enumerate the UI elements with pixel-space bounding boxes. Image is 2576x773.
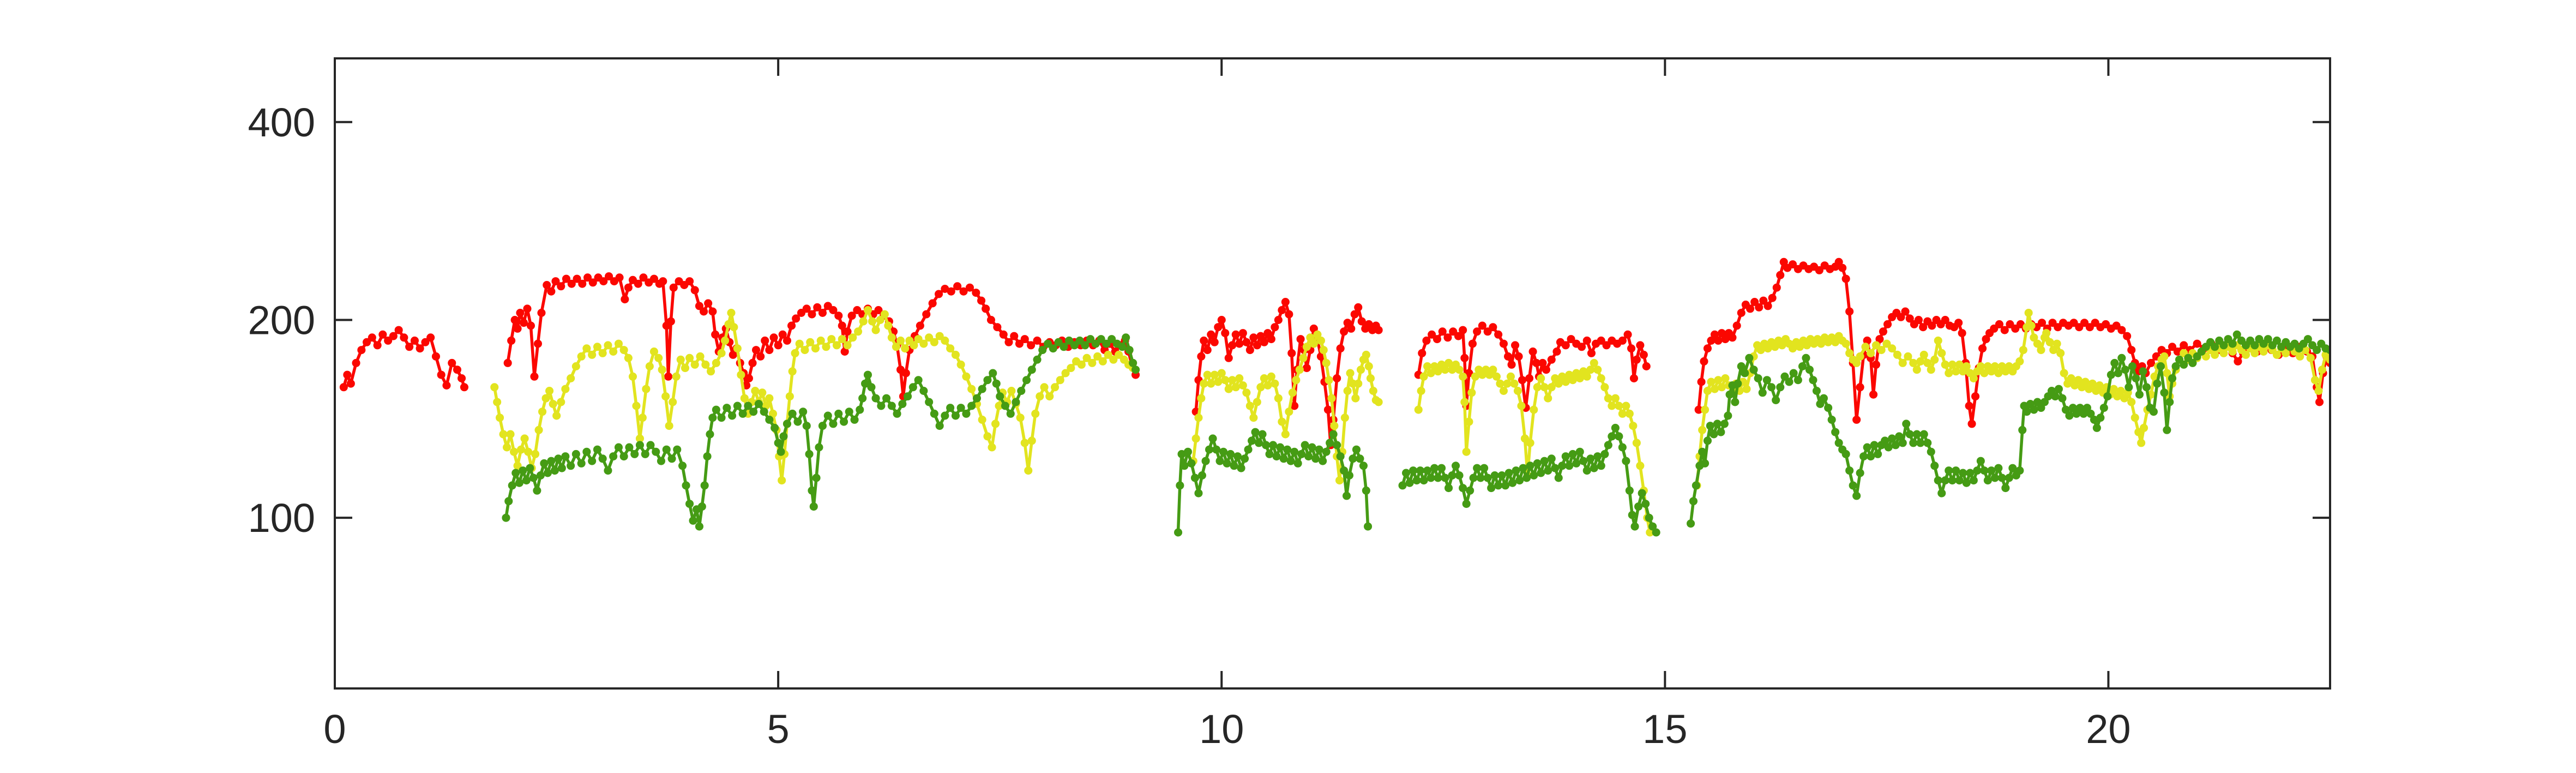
series-red-markers-segment-1 — [339, 326, 468, 392]
y-tick-label: 200 — [248, 297, 315, 343]
series-yellow-markers-segment-3 — [1414, 358, 1656, 537]
series-red-markers-segment-4 — [1414, 321, 1651, 412]
series-green-markers-segment-1 — [502, 333, 1140, 531]
series-green-markers-segment-3 — [1398, 423, 1660, 537]
x-tick-label: 5 — [767, 706, 790, 752]
x-tick-label: 10 — [1199, 706, 1244, 752]
axes-box — [334, 57, 2331, 690]
series-green-markers-segment-4 — [1687, 330, 2330, 528]
y-tick-label: 100 — [248, 495, 315, 541]
x-tick-label: 20 — [2086, 706, 2130, 752]
series-green-markers-segment-2 — [1174, 428, 1373, 537]
x-tick-label: 0 — [323, 706, 346, 752]
x-tick-label: 15 — [1642, 706, 1687, 752]
y-tick-label: 400 — [248, 100, 315, 145]
